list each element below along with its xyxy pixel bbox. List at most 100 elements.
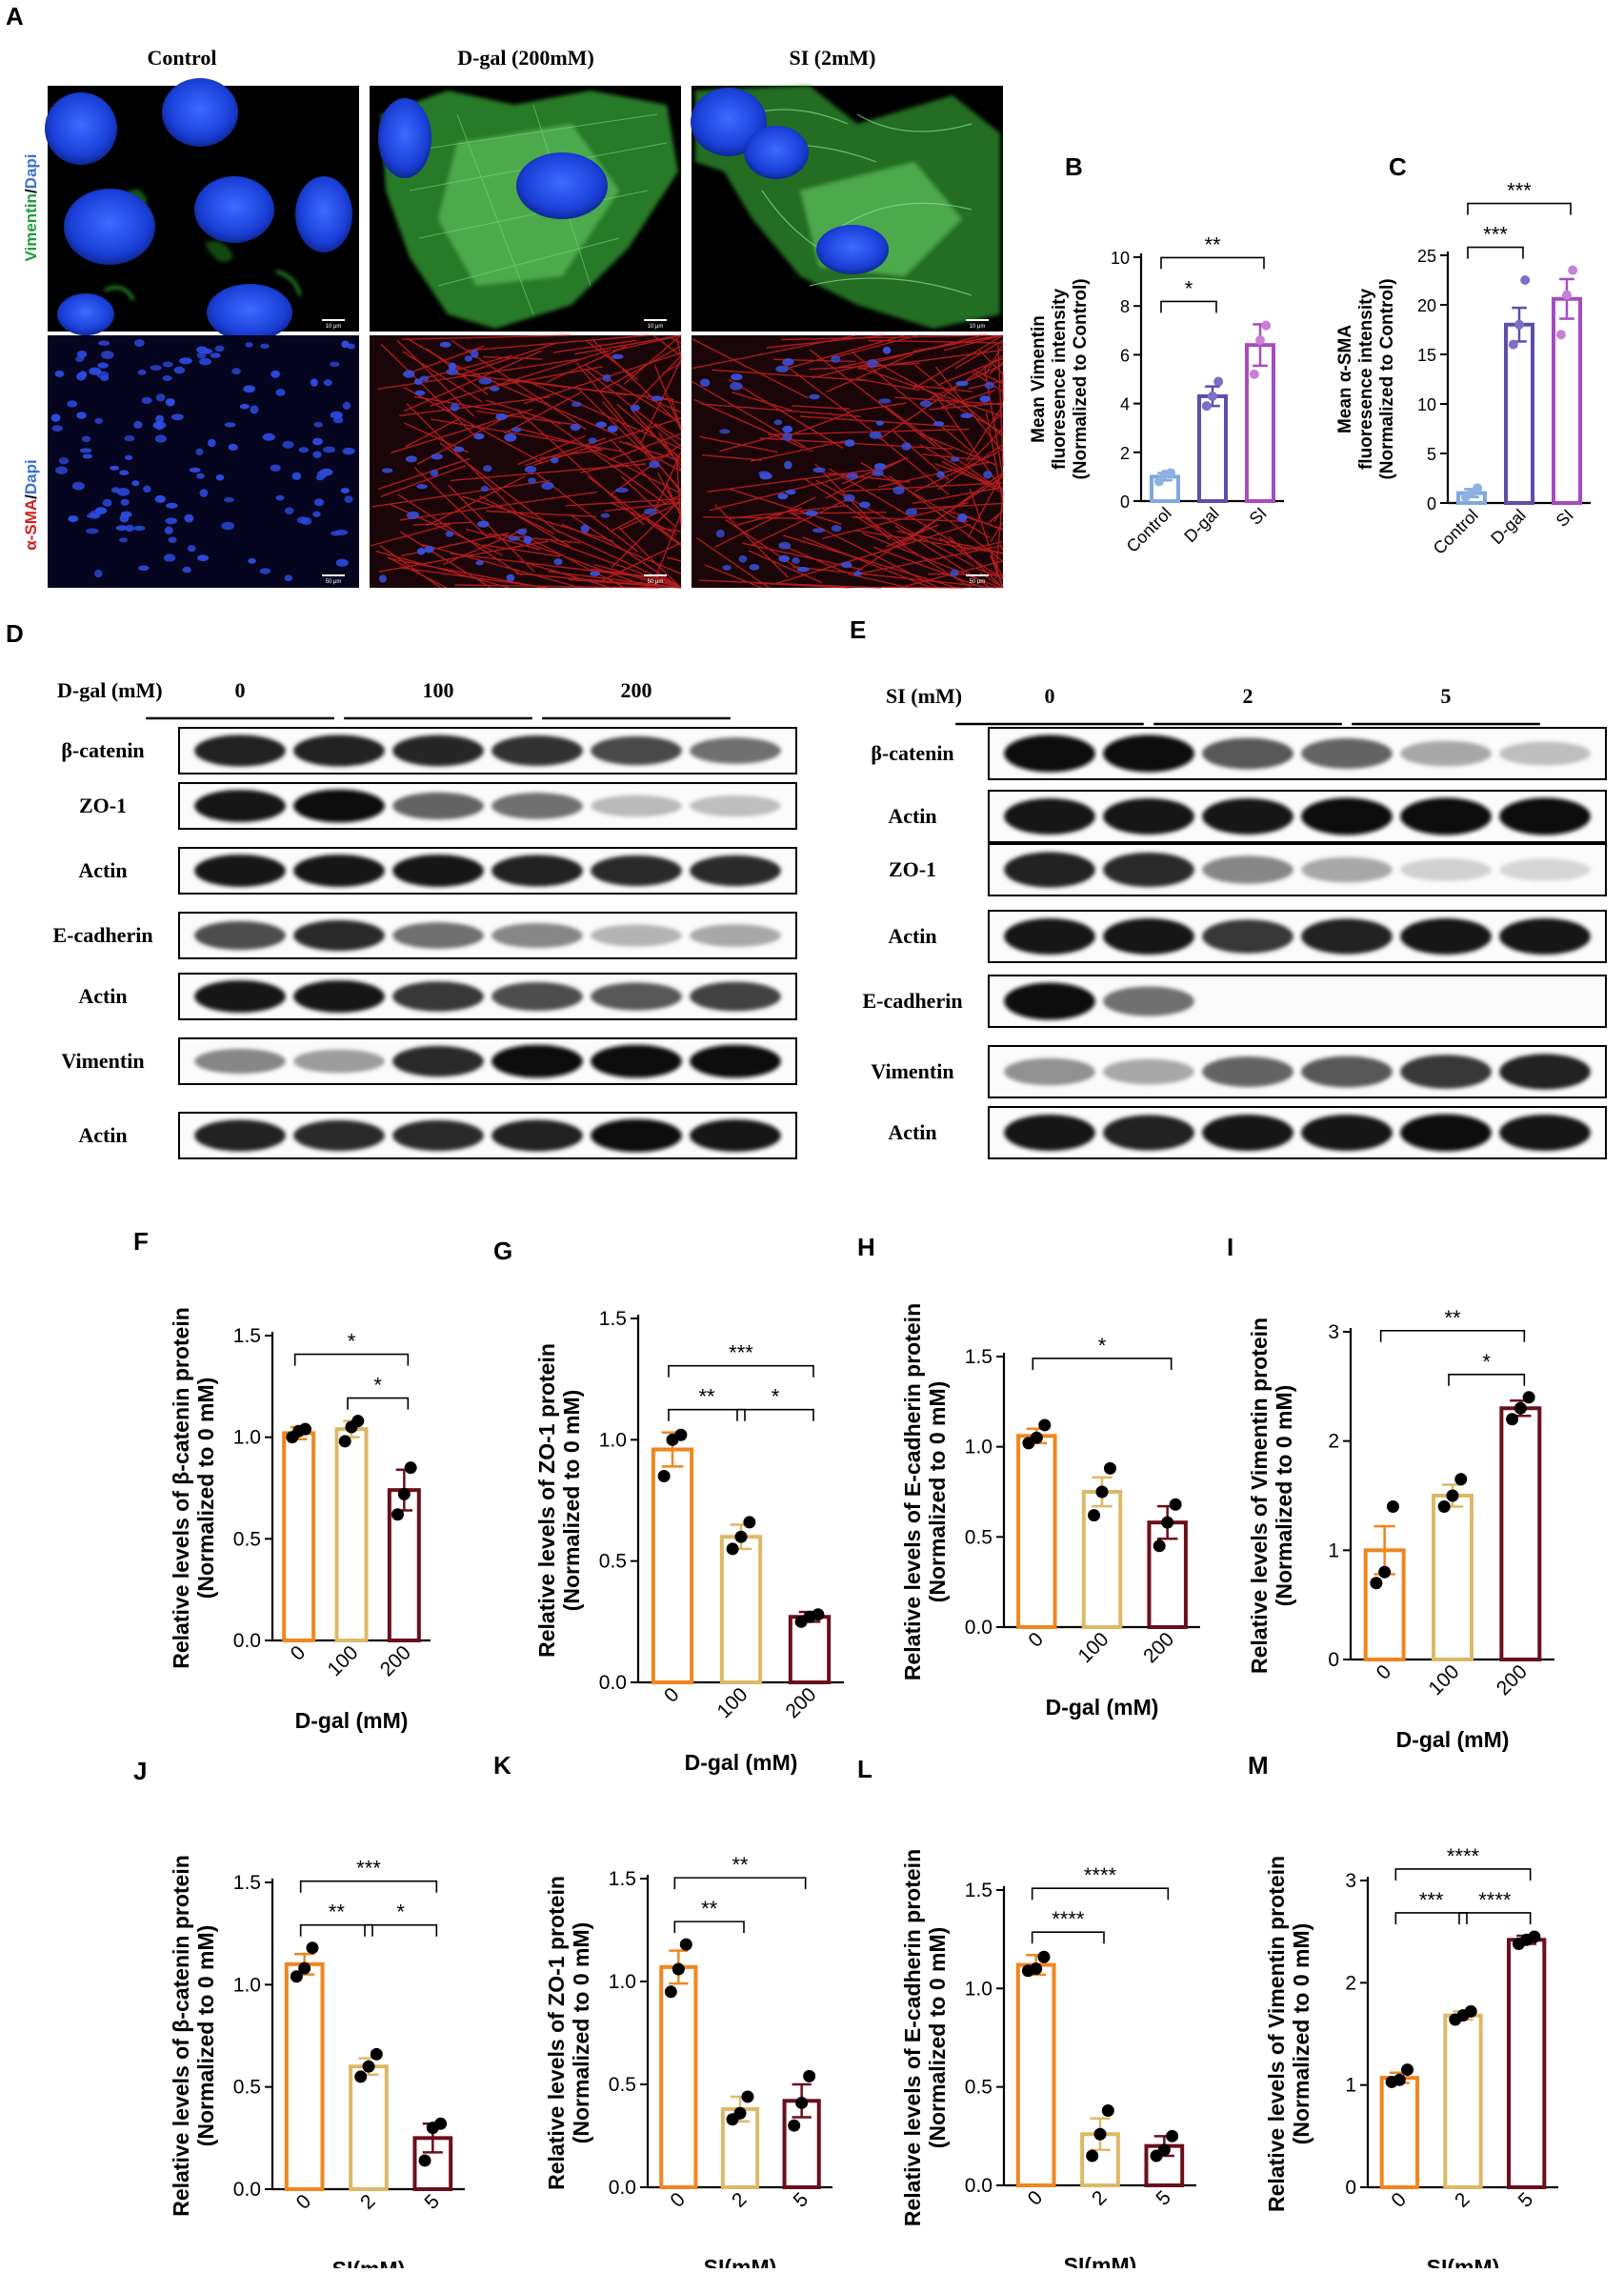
data-point [1202,401,1212,411]
x-tick-label: D-gal [1180,504,1223,547]
x-tick-label: SI [1246,504,1271,529]
data-point [1509,340,1518,350]
blot-band [1400,858,1492,881]
blot-band [1004,1058,1095,1086]
y-axis-label: (Normalized to 0 mM) [193,1925,218,2147]
bar [1445,2016,1480,2187]
blot-band [690,855,781,886]
y-tick-label: 3 [1345,1870,1356,1892]
blot-band [491,923,583,948]
column-title-si: SI (2mM) [789,46,875,70]
x-axis-label: D-gal (mM) [1396,1727,1510,1752]
y-tick-label: 1.5 [965,1880,992,1901]
blot-group-label: 0 [235,678,246,702]
significance-bracket [1033,1932,1104,1943]
blot-band [591,1119,682,1153]
significance-label: ** [698,1385,715,1409]
y-axis-label: Relative levels of Vimentin protein [1247,1318,1272,1674]
data-point [1158,2143,1171,2156]
data-point [1387,1500,1399,1513]
y-tick-label: 25 [1417,247,1436,266]
column-title-dgal: D-gal (200mM) [457,46,594,70]
data-point [735,1531,748,1543]
data-point [398,1488,411,1500]
y-tick-label: 0.5 [233,1528,261,1550]
data-point [1031,1432,1043,1444]
data-point [1514,1402,1527,1415]
panel-letter-l: L [857,1755,872,1783]
blot-band [392,922,484,949]
x-tick-label: 5 [1152,2186,1175,2210]
blot-row-label: Vimentin [61,1049,144,1073]
blot-band [1400,918,1492,955]
x-tick-label: 200 [376,1641,415,1680]
blot-row-label: Actin [888,1120,936,1144]
blot-band [194,790,286,822]
blot-group-label: 100 [423,678,454,702]
bar [1501,1408,1539,1659]
blot-band [194,855,286,887]
blot-treatment-label: SI (mM) [886,684,962,708]
x-axis-label: SI(mM) [332,2257,406,2268]
micrograph-vimentin-dgal: 10 μm [370,86,681,332]
micrograph-asma-si: 50 μm [692,335,1003,588]
blot-band [1202,1056,1293,1087]
bar [661,1967,695,2187]
significance-bracket [1161,257,1264,269]
significance-label: ** [732,1853,749,1877]
significance-bracket [1459,1913,1531,1924]
data-point [1465,2005,1477,2018]
data-point [306,1941,318,1954]
data-point [1520,275,1530,285]
bar [1554,299,1580,503]
significance-label: *** [356,1857,381,1881]
blot-band [491,855,583,886]
x-tick-label: D-gal [1487,506,1530,549]
y-tick-label: 1.5 [965,1346,992,1368]
blot-band [690,924,781,947]
data-point [419,2154,431,2166]
blot-band [1499,858,1591,880]
blot-band [392,1046,484,1076]
y-axis-label: fluoresence intensity [1356,289,1376,470]
micrograph-asma-dgal: 50 μm [370,335,681,588]
significance-label: **** [1478,1888,1512,1912]
significance-label: *** [1483,223,1508,247]
data-point [743,1516,755,1528]
significance-label: * [348,1330,356,1354]
significance-label: **** [1084,1863,1117,1887]
data-point [1086,2150,1098,2162]
column-title-control: Control [148,46,217,70]
data-point [1038,1418,1051,1431]
row-label-asma: α-SMA/Dapi [22,459,40,550]
y-axis-label: Relative levels of ZO-1 protein [544,1876,569,2190]
significance-bracket [365,1925,436,1937]
blot-band [293,734,385,766]
data-point [665,1985,677,1998]
y-tick-label: 0.0 [965,2175,992,2197]
data-point [434,2118,447,2130]
blot-band [1004,1115,1095,1151]
data-point [795,2097,808,2109]
significance-label: *** [1419,1888,1444,1912]
y-axis-label: (Normalized to Control) [1071,278,1091,479]
x-tick-label: 100 [1424,1660,1463,1700]
blot-row-label: Actin [888,924,936,948]
data-point [1401,2063,1413,2076]
blot-row-label: Actin [78,1123,127,1147]
blot-band [1202,855,1293,883]
blot-band [591,795,682,817]
bar [1382,2078,1417,2187]
y-axis-label: Relative levels of β-catenin protein [169,1855,193,2217]
x-tick-label: 5 [1514,2188,1538,2212]
y-tick-label: 0.0 [233,2179,261,2201]
blot-band [1400,798,1492,835]
x-tick-label: 2 [1088,2186,1112,2210]
data-point [1213,377,1223,387]
blot-band [491,1119,583,1151]
significance-bracket [1033,1358,1171,1370]
x-tick-label: 0 [1387,2188,1411,2212]
